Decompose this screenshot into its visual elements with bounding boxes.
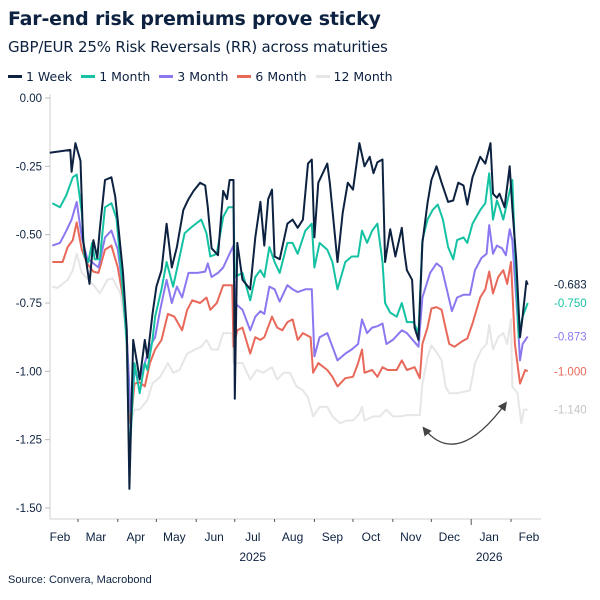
x-year-label: 2026 [476, 550, 503, 564]
x-tick-label: Apr [126, 530, 145, 544]
x-tick-label: May [163, 530, 186, 544]
end-value-label: -0.683 [554, 280, 587, 292]
y-tick-label: 0.00 [20, 93, 42, 105]
legend: 1 Week 1 Month 3 Month 6 Month 12 Month [8, 69, 393, 84]
legend-item-1-month: 1 Month [81, 69, 150, 84]
end-value-label: -0.750 [554, 298, 587, 310]
end-value-label: -1.000 [554, 366, 587, 378]
y-tick-label: -0.75 [16, 298, 42, 310]
legend-label: 1 Week [26, 69, 73, 84]
legend-label: 12 Month [333, 69, 393, 84]
end-value-label: -0.873 [554, 332, 587, 344]
y-tick-label: -1.50 [16, 503, 42, 515]
x-tick-label: Jan [480, 530, 499, 544]
x-tick-label: Dec [439, 530, 460, 544]
annotation-arrow [422, 401, 507, 445]
chart-title: Far-end risk premiums prove sticky [8, 8, 381, 30]
source-note: Source: Convera, Macrobond [8, 574, 152, 586]
x-tick-label: Jul [245, 530, 260, 544]
y-tick-label: -0.25 [16, 161, 42, 173]
legend-label: 1 Month [99, 69, 151, 84]
legend-item-6-month: 6 Month [237, 69, 307, 84]
x-tick-label: Mar [86, 530, 107, 544]
x-tick-label: Aug [282, 530, 303, 544]
legend-item-1-week: 1 Week [8, 69, 72, 84]
legend-label: 3 Month [177, 69, 229, 84]
x-tick-label: Feb [50, 530, 71, 544]
y-tick-label: -1.25 [16, 435, 42, 447]
x-tick-label: Oct [362, 530, 381, 544]
x-tick-label: Jun [205, 530, 224, 544]
legend-swatch [159, 75, 174, 78]
x-tick-label: Feb [519, 530, 540, 544]
x-year-label: 2025 [239, 550, 266, 564]
chart-subtitle: GBP/EUR 25% Risk Reversals (RR) across m… [8, 38, 388, 56]
legend-swatch [315, 75, 330, 78]
legend-swatch [8, 75, 22, 78]
x-tick-label: Nov [400, 530, 421, 544]
y-tick-label: -0.50 [16, 230, 42, 242]
legend-item-3-month: 3 Month [159, 69, 228, 84]
legend-label: 6 Month [255, 69, 307, 84]
series-line-1-week [49, 142, 529, 490]
legend-swatch [237, 75, 252, 78]
y-tick-label: -1.00 [16, 366, 42, 378]
end-value-label: -1.140 [554, 405, 587, 417]
x-tick-label: Sep [322, 530, 344, 544]
legend-swatch [81, 75, 96, 78]
legend-item-12-month: 12 Month [315, 69, 393, 84]
